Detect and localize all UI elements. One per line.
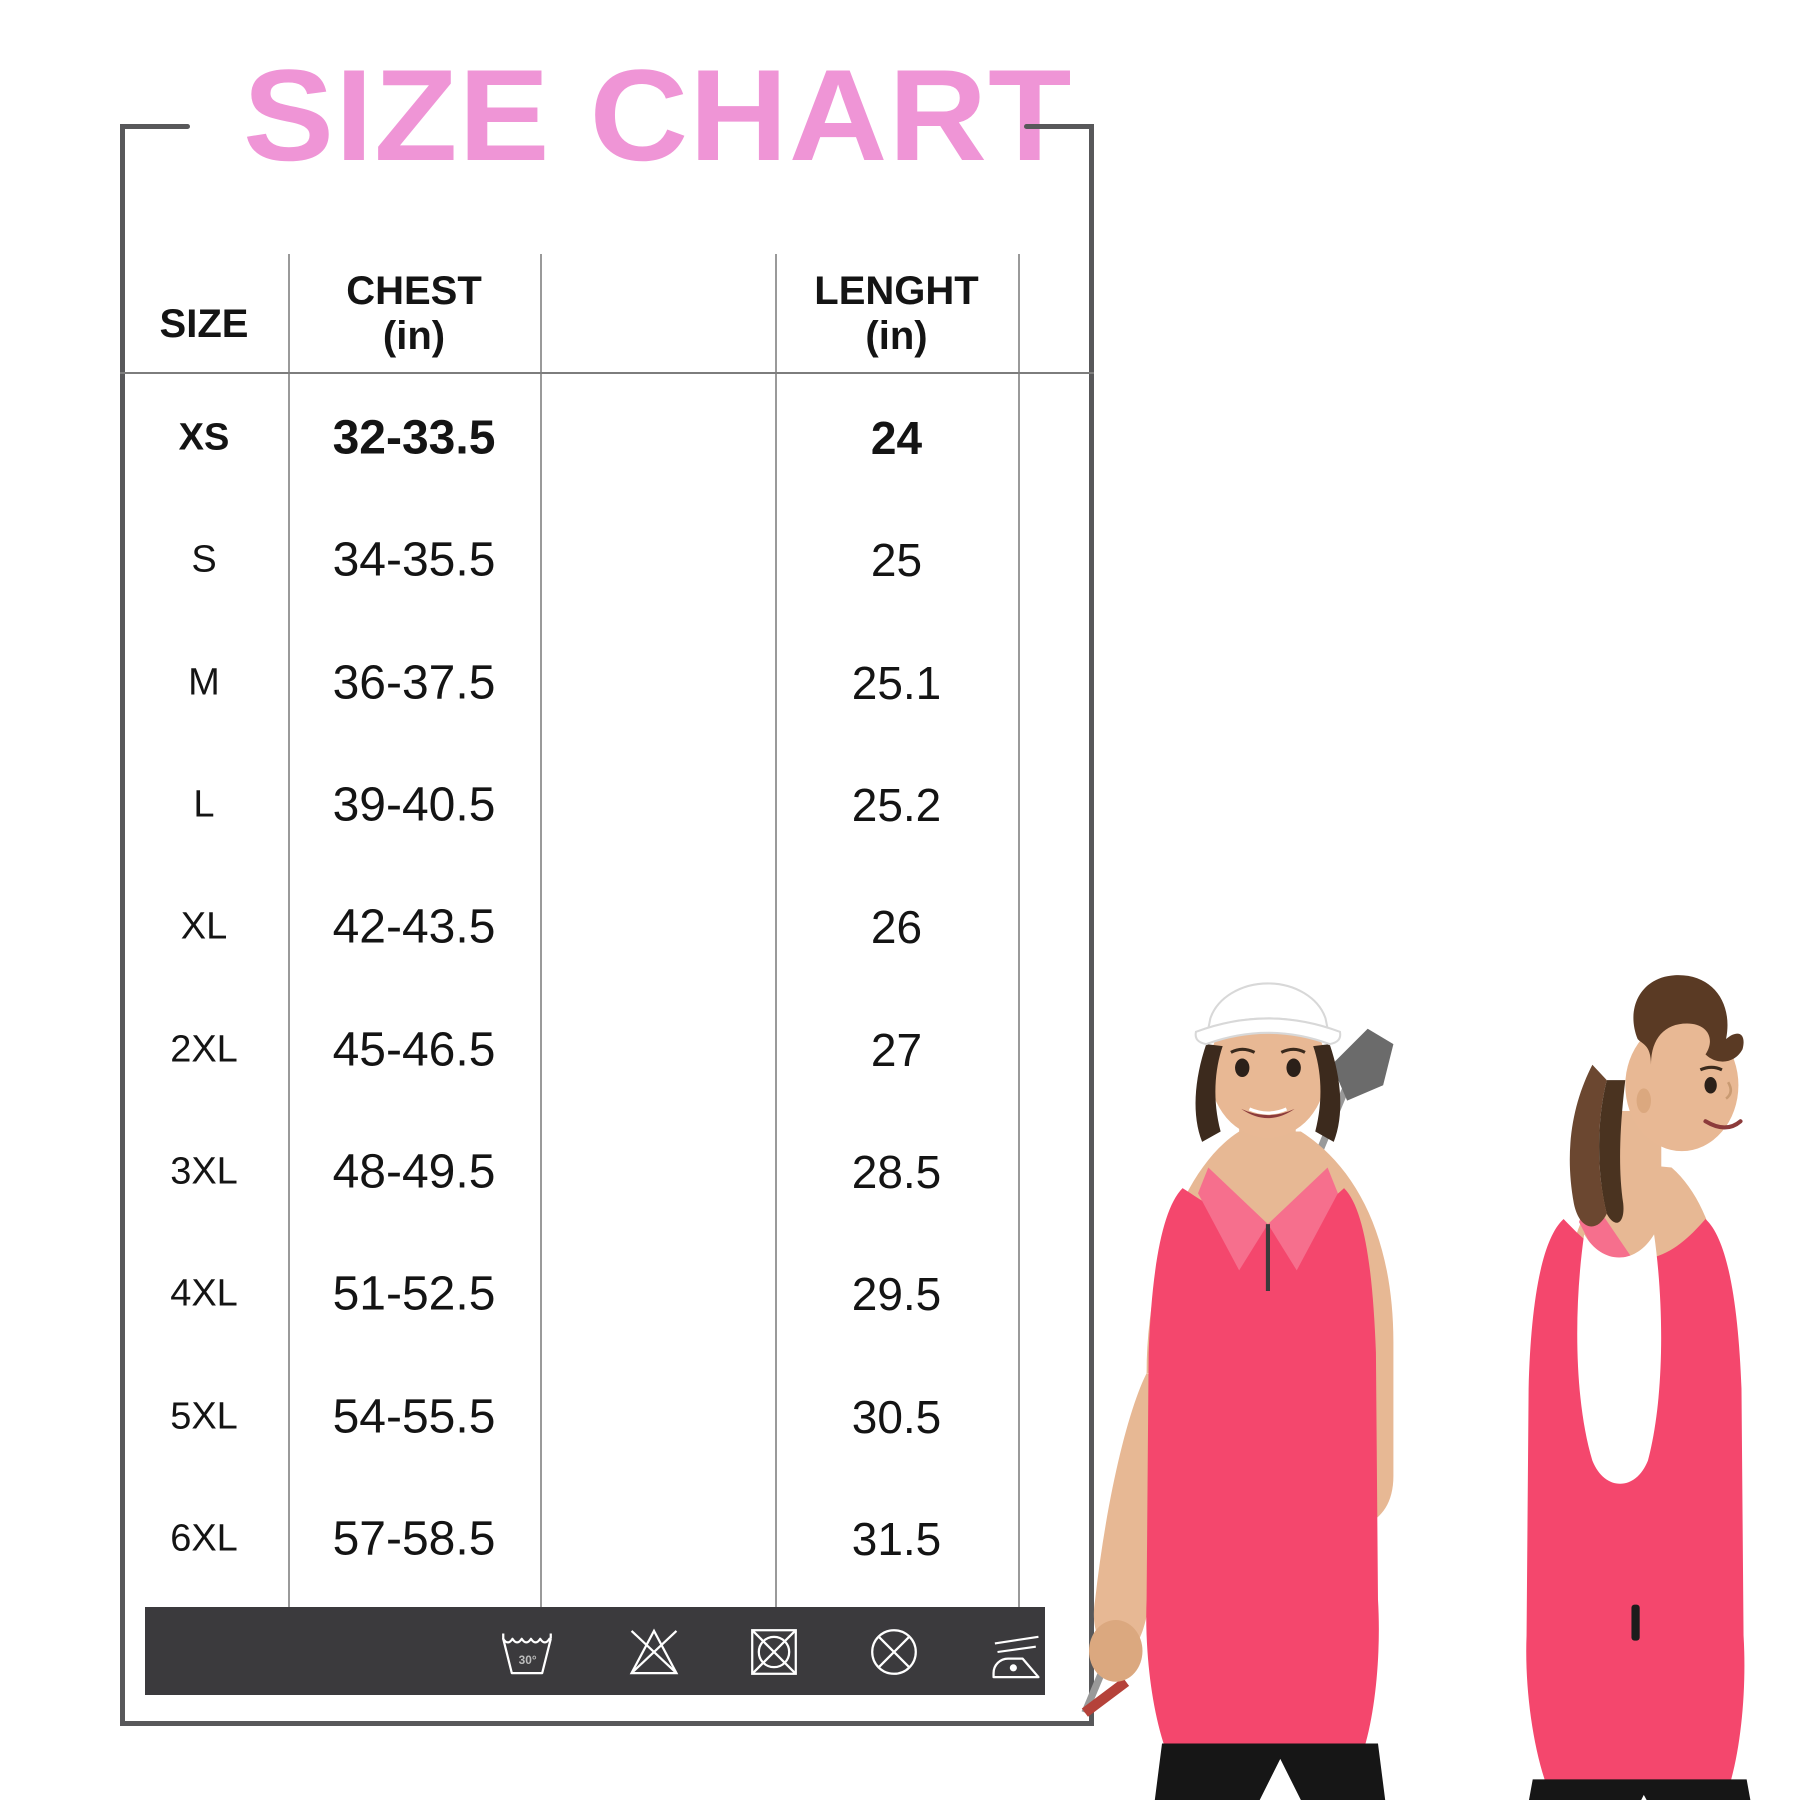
- svg-text:30°: 30°: [518, 1653, 536, 1667]
